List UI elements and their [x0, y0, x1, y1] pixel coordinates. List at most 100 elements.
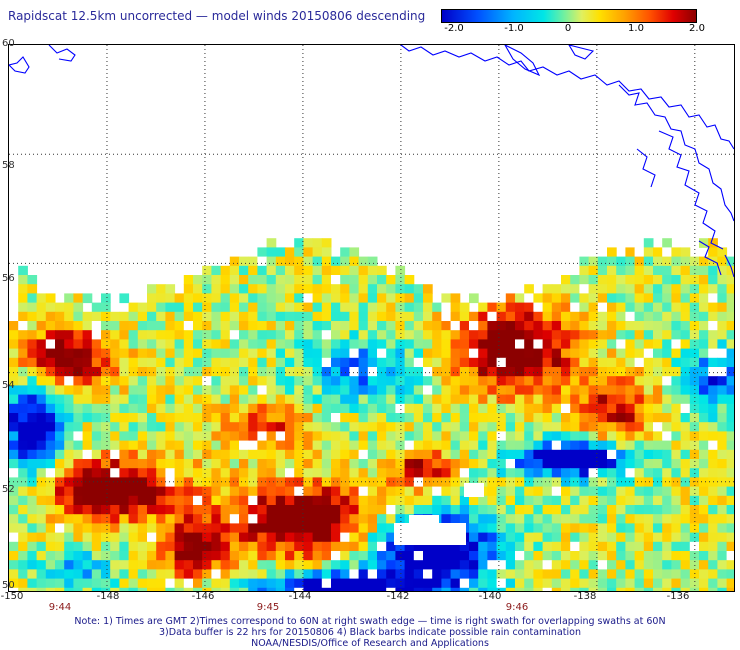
wind-cell: [55, 330, 65, 340]
wind-cell: [312, 523, 323, 534]
wind-cell: [561, 459, 571, 469]
wind-cell: [266, 578, 277, 589]
wind-cell: [174, 311, 185, 322]
wind-cell: [248, 367, 258, 377]
wind-cell: [165, 459, 176, 469]
wind-cell: [579, 468, 590, 478]
wind-cell: [183, 339, 194, 350]
wind-cell: [229, 293, 240, 304]
wind-cell: [551, 523, 562, 534]
wind-cell: [9, 431, 19, 442]
wind-cell: [616, 468, 626, 478]
wind-cell: [579, 514, 590, 524]
wind-cell: [625, 256, 636, 267]
wind-cell: [689, 422, 700, 432]
wind-cell: [91, 449, 102, 460]
wind-cell: [625, 413, 636, 423]
wind-cell: [643, 284, 654, 294]
wind-cell: [294, 569, 304, 580]
wind-cell: [321, 330, 332, 340]
wind-cell: [358, 560, 369, 570]
wind-cell: [183, 357, 194, 368]
wind-cell: [147, 523, 157, 534]
wind-cell: [505, 311, 516, 322]
wind-cell: [147, 403, 157, 414]
wind-cell: [248, 587, 258, 591]
wind-cell: [607, 247, 617, 258]
wind-cell: [708, 275, 718, 285]
wind-cell: [18, 541, 28, 552]
wind-cell: [671, 569, 682, 580]
wind-cell: [653, 256, 663, 267]
wind-cell: [515, 449, 525, 460]
wind-cell: [110, 422, 120, 432]
wind-cell: [294, 394, 304, 405]
wind-cell: [395, 413, 406, 423]
wind-cell: [303, 468, 314, 478]
wind-cell: [18, 275, 28, 285]
wind-cell: [607, 394, 617, 405]
wind-cell: [395, 385, 406, 396]
wind-cell: [515, 560, 525, 570]
wind-cell: [239, 376, 249, 386]
wind-cell: [9, 385, 19, 396]
wind-cell: [137, 339, 148, 350]
wind-cell: [211, 532, 222, 543]
wind-cell: [616, 578, 626, 589]
wind-cell: [533, 514, 544, 524]
wind-cell: [257, 330, 268, 340]
wind-cell: [285, 321, 295, 331]
wind-cell: [689, 339, 700, 350]
wind-cell: [27, 477, 38, 488]
wind-cell: [340, 468, 350, 478]
wind-cell: [450, 560, 461, 570]
wind-cell: [321, 247, 332, 258]
wind-cell: [570, 293, 580, 304]
wind-cell: [45, 578, 56, 589]
wind-cell: [634, 578, 645, 589]
wind-cell: [193, 505, 203, 515]
wind-cell: [349, 486, 360, 497]
wind-cell: [478, 348, 488, 359]
wind-cell: [395, 265, 406, 276]
wind-cell: [726, 422, 734, 432]
wind-cell: [708, 284, 718, 294]
wind-cell: [423, 367, 433, 377]
wind-cell: [689, 514, 700, 524]
wind-cell: [331, 477, 341, 488]
wind-cell: [36, 514, 47, 524]
wind-cell: [505, 367, 516, 377]
wind-cell: [82, 505, 93, 515]
wind-cell: [202, 422, 212, 432]
wind-cell: [607, 385, 617, 396]
wind-cell: [708, 468, 718, 478]
wind-cell: [386, 587, 396, 591]
wind-cell: [680, 495, 691, 506]
wind-cell: [643, 247, 654, 258]
wind-cell: [266, 495, 277, 506]
wind-cell: [211, 265, 222, 276]
wind-cell: [110, 505, 120, 515]
wind-cell: [432, 367, 442, 377]
wind-cell: [662, 247, 672, 258]
wind-cell: [174, 440, 185, 451]
wind-cell: [505, 541, 516, 552]
wind-cell: [119, 514, 130, 524]
wind-cell: [220, 293, 231, 304]
wind-cell: [137, 578, 148, 589]
wind-cell: [312, 339, 323, 350]
wind-cell: [220, 403, 231, 414]
wind-cell: [36, 468, 47, 478]
wind-cell: [303, 284, 314, 294]
wind-cell: [570, 578, 580, 589]
wind-cell: [294, 256, 304, 267]
wind-cell: [588, 569, 599, 580]
wind-cell: [653, 560, 663, 570]
wind-cell: [662, 256, 672, 267]
wind-cell: [561, 413, 571, 423]
wind-cell: [726, 486, 734, 497]
wind-cell: [643, 422, 654, 432]
wind-cell: [653, 523, 663, 534]
wind-cell: [137, 449, 148, 460]
wind-cell: [248, 578, 258, 589]
